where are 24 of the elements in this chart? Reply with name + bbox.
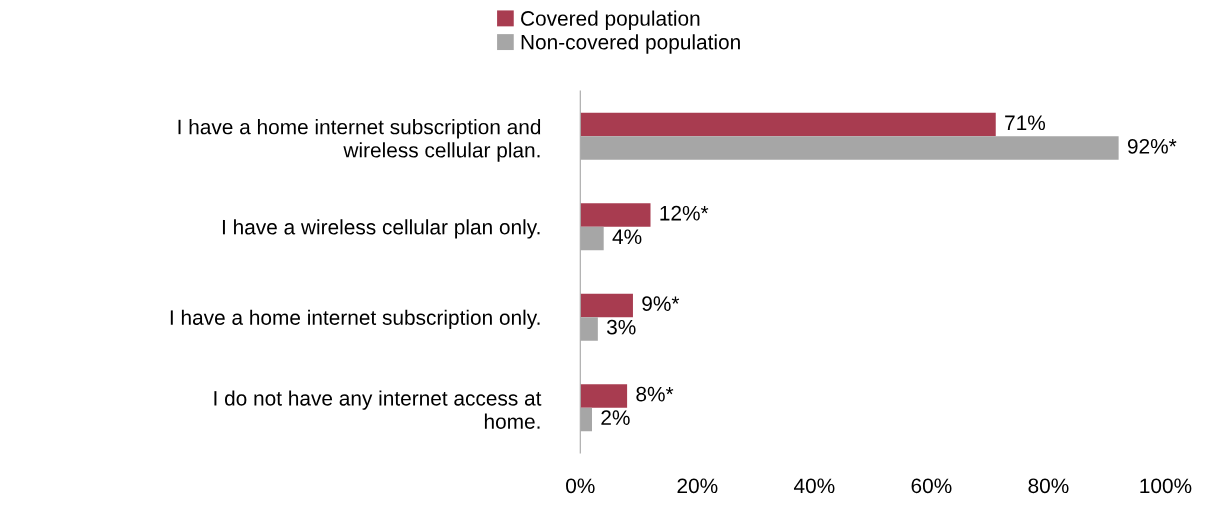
data-label: 3% [606, 319, 636, 335]
data-label: 2% [601, 410, 630, 425]
y-tick-label: I have a home internet subscription only. [170, 309, 540, 330]
legend-label: Covered population [521, 10, 700, 30]
bar [580, 293, 633, 318]
y-tick-label: I have a home internet subscription and wireless cellular plan. [178, 119, 541, 162]
data-label: 12%* [660, 205, 709, 221]
x-tick-label: 60% [911, 478, 952, 494]
x-tick-label: 40% [793, 478, 835, 494]
x-tick-label: 100% [1140, 478, 1192, 494]
data-label: 71% [1005, 115, 1046, 131]
bar [580, 384, 628, 408]
legend-label: Non-covered population [521, 34, 740, 54]
data-label: 4% [612, 229, 642, 245]
data-label: 9%* [642, 296, 680, 312]
x-tick-label: 20% [677, 478, 718, 494]
x-tick-label: 0% [566, 478, 595, 494]
bar [580, 203, 651, 227]
y-tick-label: I have a wireless cellular plan only. [222, 219, 540, 239]
bar [580, 112, 996, 137]
data-label: 92%* [1127, 138, 1177, 154]
x-tick-label: 80% [1028, 478, 1069, 494]
y-tick-label: I do not have any internet access at home. [214, 390, 542, 429]
data-label: 8%* [636, 386, 674, 402]
